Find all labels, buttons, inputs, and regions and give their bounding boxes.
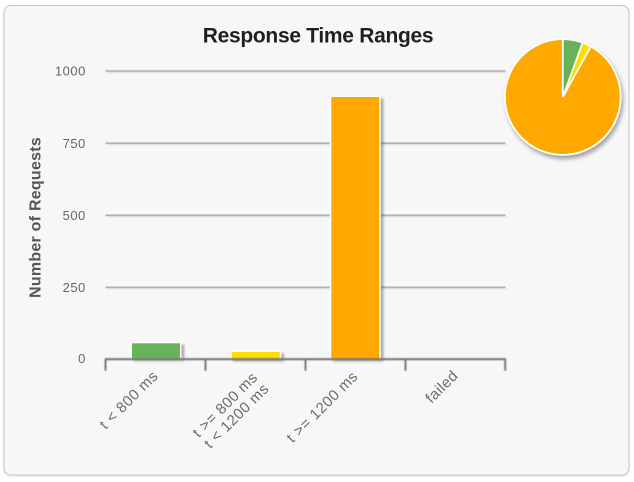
svg-text:1000: 1000 (55, 64, 86, 79)
svg-text:250: 250 (63, 280, 86, 295)
svg-text:Number of Requests: Number of Requests (27, 137, 44, 298)
svg-text:500: 500 (63, 208, 86, 223)
svg-text:750: 750 (63, 136, 86, 151)
svg-text:0: 0 (78, 351, 86, 366)
svg-text:Response Time Ranges: Response Time Ranges (203, 25, 434, 48)
